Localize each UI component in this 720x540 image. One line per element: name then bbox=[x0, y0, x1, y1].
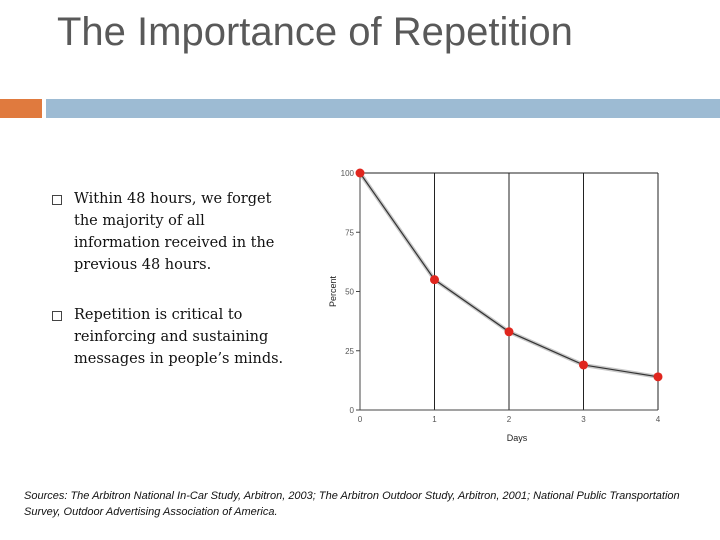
x-tick-label: 1 bbox=[432, 415, 437, 424]
y-tick-label: 100 bbox=[341, 169, 355, 178]
bullet-text: Within 48 hours, we forget the majority … bbox=[74, 191, 275, 273]
chart-axes bbox=[356, 172, 658, 411]
x-tick-label: 0 bbox=[358, 415, 363, 424]
data-point bbox=[430, 275, 439, 285]
y-axis-label: Percent bbox=[328, 275, 338, 307]
square-bullet-icon bbox=[52, 195, 62, 205]
data-point bbox=[653, 372, 663, 382]
slide-title: The Importance of Repetition bbox=[57, 10, 573, 54]
y-tick-label: 50 bbox=[345, 288, 354, 297]
y-tick-label: 0 bbox=[350, 406, 355, 415]
square-bullet-icon bbox=[52, 311, 62, 321]
x-tick-label: 2 bbox=[507, 415, 512, 424]
bullet-text: Repetition is critical to reinforcing an… bbox=[74, 307, 284, 367]
bullet-item: Within 48 hours, we forget the majority … bbox=[52, 188, 292, 276]
x-tick-label: 4 bbox=[656, 415, 661, 424]
title-accent-orange-bar bbox=[0, 99, 42, 118]
chart-series bbox=[355, 168, 663, 382]
title-accent-blue-bar bbox=[46, 99, 720, 118]
data-point bbox=[579, 360, 588, 370]
bullet-list: Within 48 hours, we forget the majority … bbox=[52, 188, 292, 398]
y-tick-label: 75 bbox=[345, 228, 354, 237]
data-point bbox=[355, 168, 365, 178]
x-axis-label: Days bbox=[507, 433, 528, 443]
x-tick-label: 3 bbox=[581, 415, 586, 424]
chart-labels: 0 25 50 75 100 0 1 2 3 4 Days Percent bbox=[328, 169, 661, 443]
retention-line-chart: 0 25 50 75 100 0 1 2 3 4 Days Percent bbox=[328, 168, 663, 443]
y-tick-label: 25 bbox=[345, 347, 354, 356]
chart-gridlines bbox=[434, 173, 659, 410]
data-point bbox=[504, 327, 514, 337]
sources-footnote: Sources: The Arbitron National In-Car St… bbox=[24, 490, 680, 518]
bullet-item: Repetition is critical to reinforcing an… bbox=[52, 304, 292, 370]
